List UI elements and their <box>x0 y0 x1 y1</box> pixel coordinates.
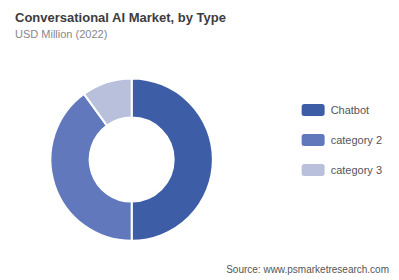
svg-text:Conversational AI Market, by T: Conversational AI Market, by Type <box>15 10 226 25</box>
svg-text:category 3: category 3 <box>331 164 382 176</box>
svg-text:Chatbot: Chatbot <box>331 104 370 116</box>
svg-text:USD Million (2022): USD Million (2022) <box>15 28 107 40</box>
svg-text:category 2: category 2 <box>331 134 382 146</box>
svg-text:Source: www.psmarketresearch.c: Source: www.psmarketresearch.com <box>226 264 389 275</box>
